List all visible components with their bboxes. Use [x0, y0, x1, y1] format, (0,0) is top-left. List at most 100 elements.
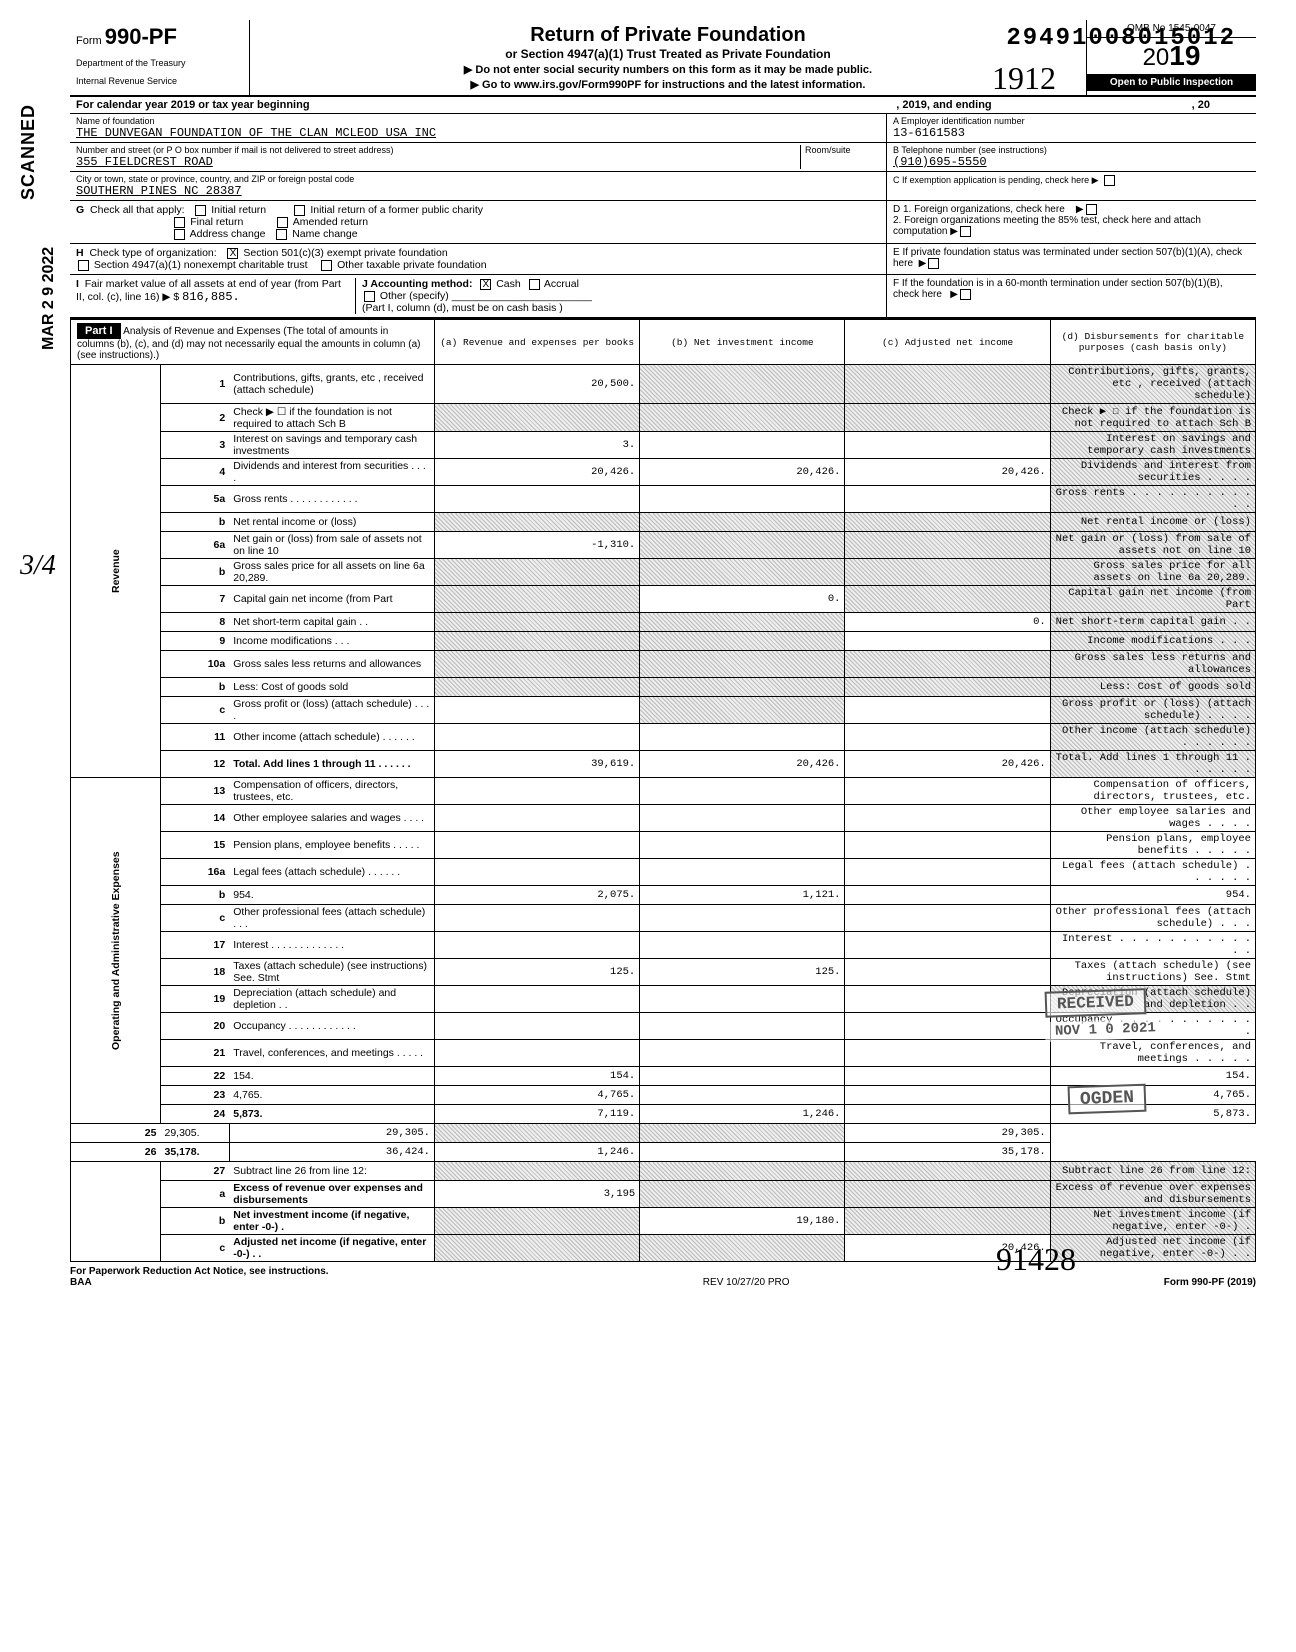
col-a-header: (a) Revenue and expenses per books — [434, 320, 639, 365]
amount-cell-d: 154. — [1050, 1067, 1255, 1086]
j-cb-cash[interactable]: X — [480, 279, 491, 290]
amount-cell-c — [845, 651, 1050, 678]
amount-cell-c — [640, 1143, 845, 1162]
line-description: Gross rents . . . . . . . . . . . . — [229, 486, 434, 513]
c-checkbox[interactable] — [1104, 175, 1115, 186]
amount-cell-a — [434, 1162, 639, 1181]
form-subtitle: or Section 4947(a)(1) Trust Treated as P… — [258, 47, 1078, 61]
g-opt6: Name change — [292, 228, 357, 240]
part1-desc: Analysis of Revenue and Expenses (The to… — [77, 326, 420, 361]
amount-cell-b: 19,180. — [640, 1208, 845, 1235]
amount-cell-c — [845, 513, 1050, 532]
amount-cell-c — [845, 404, 1050, 432]
amount-cell-b — [640, 1040, 845, 1067]
amount-cell-a — [434, 1235, 639, 1262]
line-description: Interest on savings and temporary cash i… — [229, 432, 434, 459]
amount-cell-d: Adjusted net income (if negative, enter … — [1050, 1235, 1255, 1262]
d1-checkbox[interactable] — [1086, 204, 1097, 215]
amount-cell-c: 20,426. — [845, 459, 1050, 486]
line-number: 5a — [160, 486, 229, 513]
line-description: 4,765. — [229, 1086, 434, 1105]
j-cb-other[interactable] — [364, 291, 375, 302]
g-cb-name[interactable] — [276, 229, 287, 240]
amount-cell-a: 36,424. — [229, 1143, 434, 1162]
amount-cell-b — [434, 1124, 639, 1143]
table-row: 18Taxes (attach schedule) (see instructi… — [71, 959, 1256, 986]
amount-cell-d: Net gain or (loss) from sale of assets n… — [1050, 532, 1255, 559]
amount-cell-b — [640, 832, 845, 859]
table-row: 2529,305.29,305.29,305. — [71, 1124, 1256, 1143]
line-number: a — [160, 1181, 229, 1208]
amount-cell-c — [845, 1162, 1050, 1181]
g-cb-amended[interactable] — [277, 217, 288, 228]
amount-cell-d: Gross sales less returns and allowances — [1050, 651, 1255, 678]
line-description: Other professional fees (attach schedule… — [229, 905, 434, 932]
table-row: 14Other employee salaries and wages . . … — [71, 805, 1256, 832]
line-number: 14 — [160, 805, 229, 832]
amount-cell-a: 4,765. — [434, 1086, 639, 1105]
amount-cell-a — [434, 559, 639, 586]
line-description: Contributions, gifts, grants, etc , rece… — [229, 365, 434, 404]
table-row: 6aNet gain or (loss) from sale of assets… — [71, 532, 1256, 559]
amount-cell-c — [845, 778, 1050, 805]
amount-cell-d: 954. — [1050, 886, 1255, 905]
cal-text3: , 20 — [1192, 99, 1210, 111]
tel-label: B Telephone number (see instructions) — [893, 145, 1250, 155]
line-number: 10a — [160, 651, 229, 678]
g-opt4: Initial return of a former public charit… — [310, 204, 483, 216]
amount-cell-b — [640, 1086, 845, 1105]
g-cb-former[interactable] — [294, 205, 305, 216]
table-row: Revenue1Contributions, gifts, grants, et… — [71, 365, 1256, 404]
ein-label: A Employer identification number — [893, 116, 1250, 126]
dept-line2: Internal Revenue Service — [76, 76, 243, 86]
i-letter: I — [76, 278, 79, 290]
j-cb-accrual[interactable] — [529, 279, 540, 290]
col-d-header: (d) Disbursements for charitable purpose… — [1050, 320, 1255, 365]
form-prefix: Form — [76, 35, 102, 47]
e-checkbox[interactable] — [928, 258, 939, 269]
line-description: Depreciation (attach schedule) and deple… — [229, 986, 434, 1013]
dept-line1: Department of the Treasury — [76, 58, 243, 68]
amount-cell-b — [640, 404, 845, 432]
line-number: c — [160, 697, 229, 724]
line-description: Income modifications . . . — [229, 632, 434, 651]
amount-cell-c — [845, 932, 1050, 959]
table-row: 15Pension plans, employee benefits . . .… — [71, 832, 1256, 859]
line-description: 35,178. — [160, 1143, 229, 1162]
line-description: Other employee salaries and wages . . . … — [229, 805, 434, 832]
amount-cell-d: Travel, conferences, and meetings . . . … — [1050, 1040, 1255, 1067]
amount-cell-c — [845, 986, 1050, 1013]
dln-number: 29491008015012 — [1006, 25, 1236, 52]
amount-cell-d: Other professional fees (attach schedule… — [1050, 905, 1255, 932]
h-cb-4947[interactable] — [78, 260, 89, 271]
line-description: Travel, conferences, and meetings . . . … — [229, 1040, 434, 1067]
amount-cell-d: Excess of revenue over expenses and disb… — [1050, 1181, 1255, 1208]
g-letter: G — [76, 204, 84, 216]
f-checkbox[interactable] — [960, 289, 971, 300]
amount-cell-a — [434, 678, 639, 697]
line-number: 19 — [160, 986, 229, 1013]
e-label: E If private foundation status was termi… — [893, 247, 1242, 269]
line-number: c — [160, 1235, 229, 1262]
g-cb-final[interactable] — [174, 217, 185, 228]
table-row: 2635,178.36,424.1,246.35,178. — [71, 1143, 1256, 1162]
line-number: 7 — [160, 586, 229, 613]
d2-checkbox[interactable] — [960, 226, 971, 237]
amount-cell-c — [845, 805, 1050, 832]
h-cb-other[interactable] — [321, 260, 332, 271]
line-number: 16a — [160, 859, 229, 886]
address-cell: Number and street (or P O box number if … — [70, 143, 886, 172]
amount-cell-d: Dividends and interest from securities .… — [1050, 459, 1255, 486]
page-footer: For Paperwork Reduction Act Notice, see … — [70, 1266, 1256, 1288]
amount-cell-b — [640, 1162, 845, 1181]
g-cb-initial[interactable] — [195, 205, 206, 216]
table-row: bNet rental income or (loss)Net rental i… — [71, 513, 1256, 532]
line-number: 4 — [160, 459, 229, 486]
addr-value: 355 FIELDCREST ROAD — [76, 155, 800, 169]
h-cb-501c3[interactable]: X — [227, 248, 238, 259]
g-cb-addr[interactable] — [174, 229, 185, 240]
line-description: Gross sales less returns and allowances — [229, 651, 434, 678]
amount-cell-c — [845, 905, 1050, 932]
footer-left: For Paperwork Reduction Act Notice, see … — [70, 1266, 329, 1277]
table-row: 17Interest . . . . . . . . . . . . .Inte… — [71, 932, 1256, 959]
